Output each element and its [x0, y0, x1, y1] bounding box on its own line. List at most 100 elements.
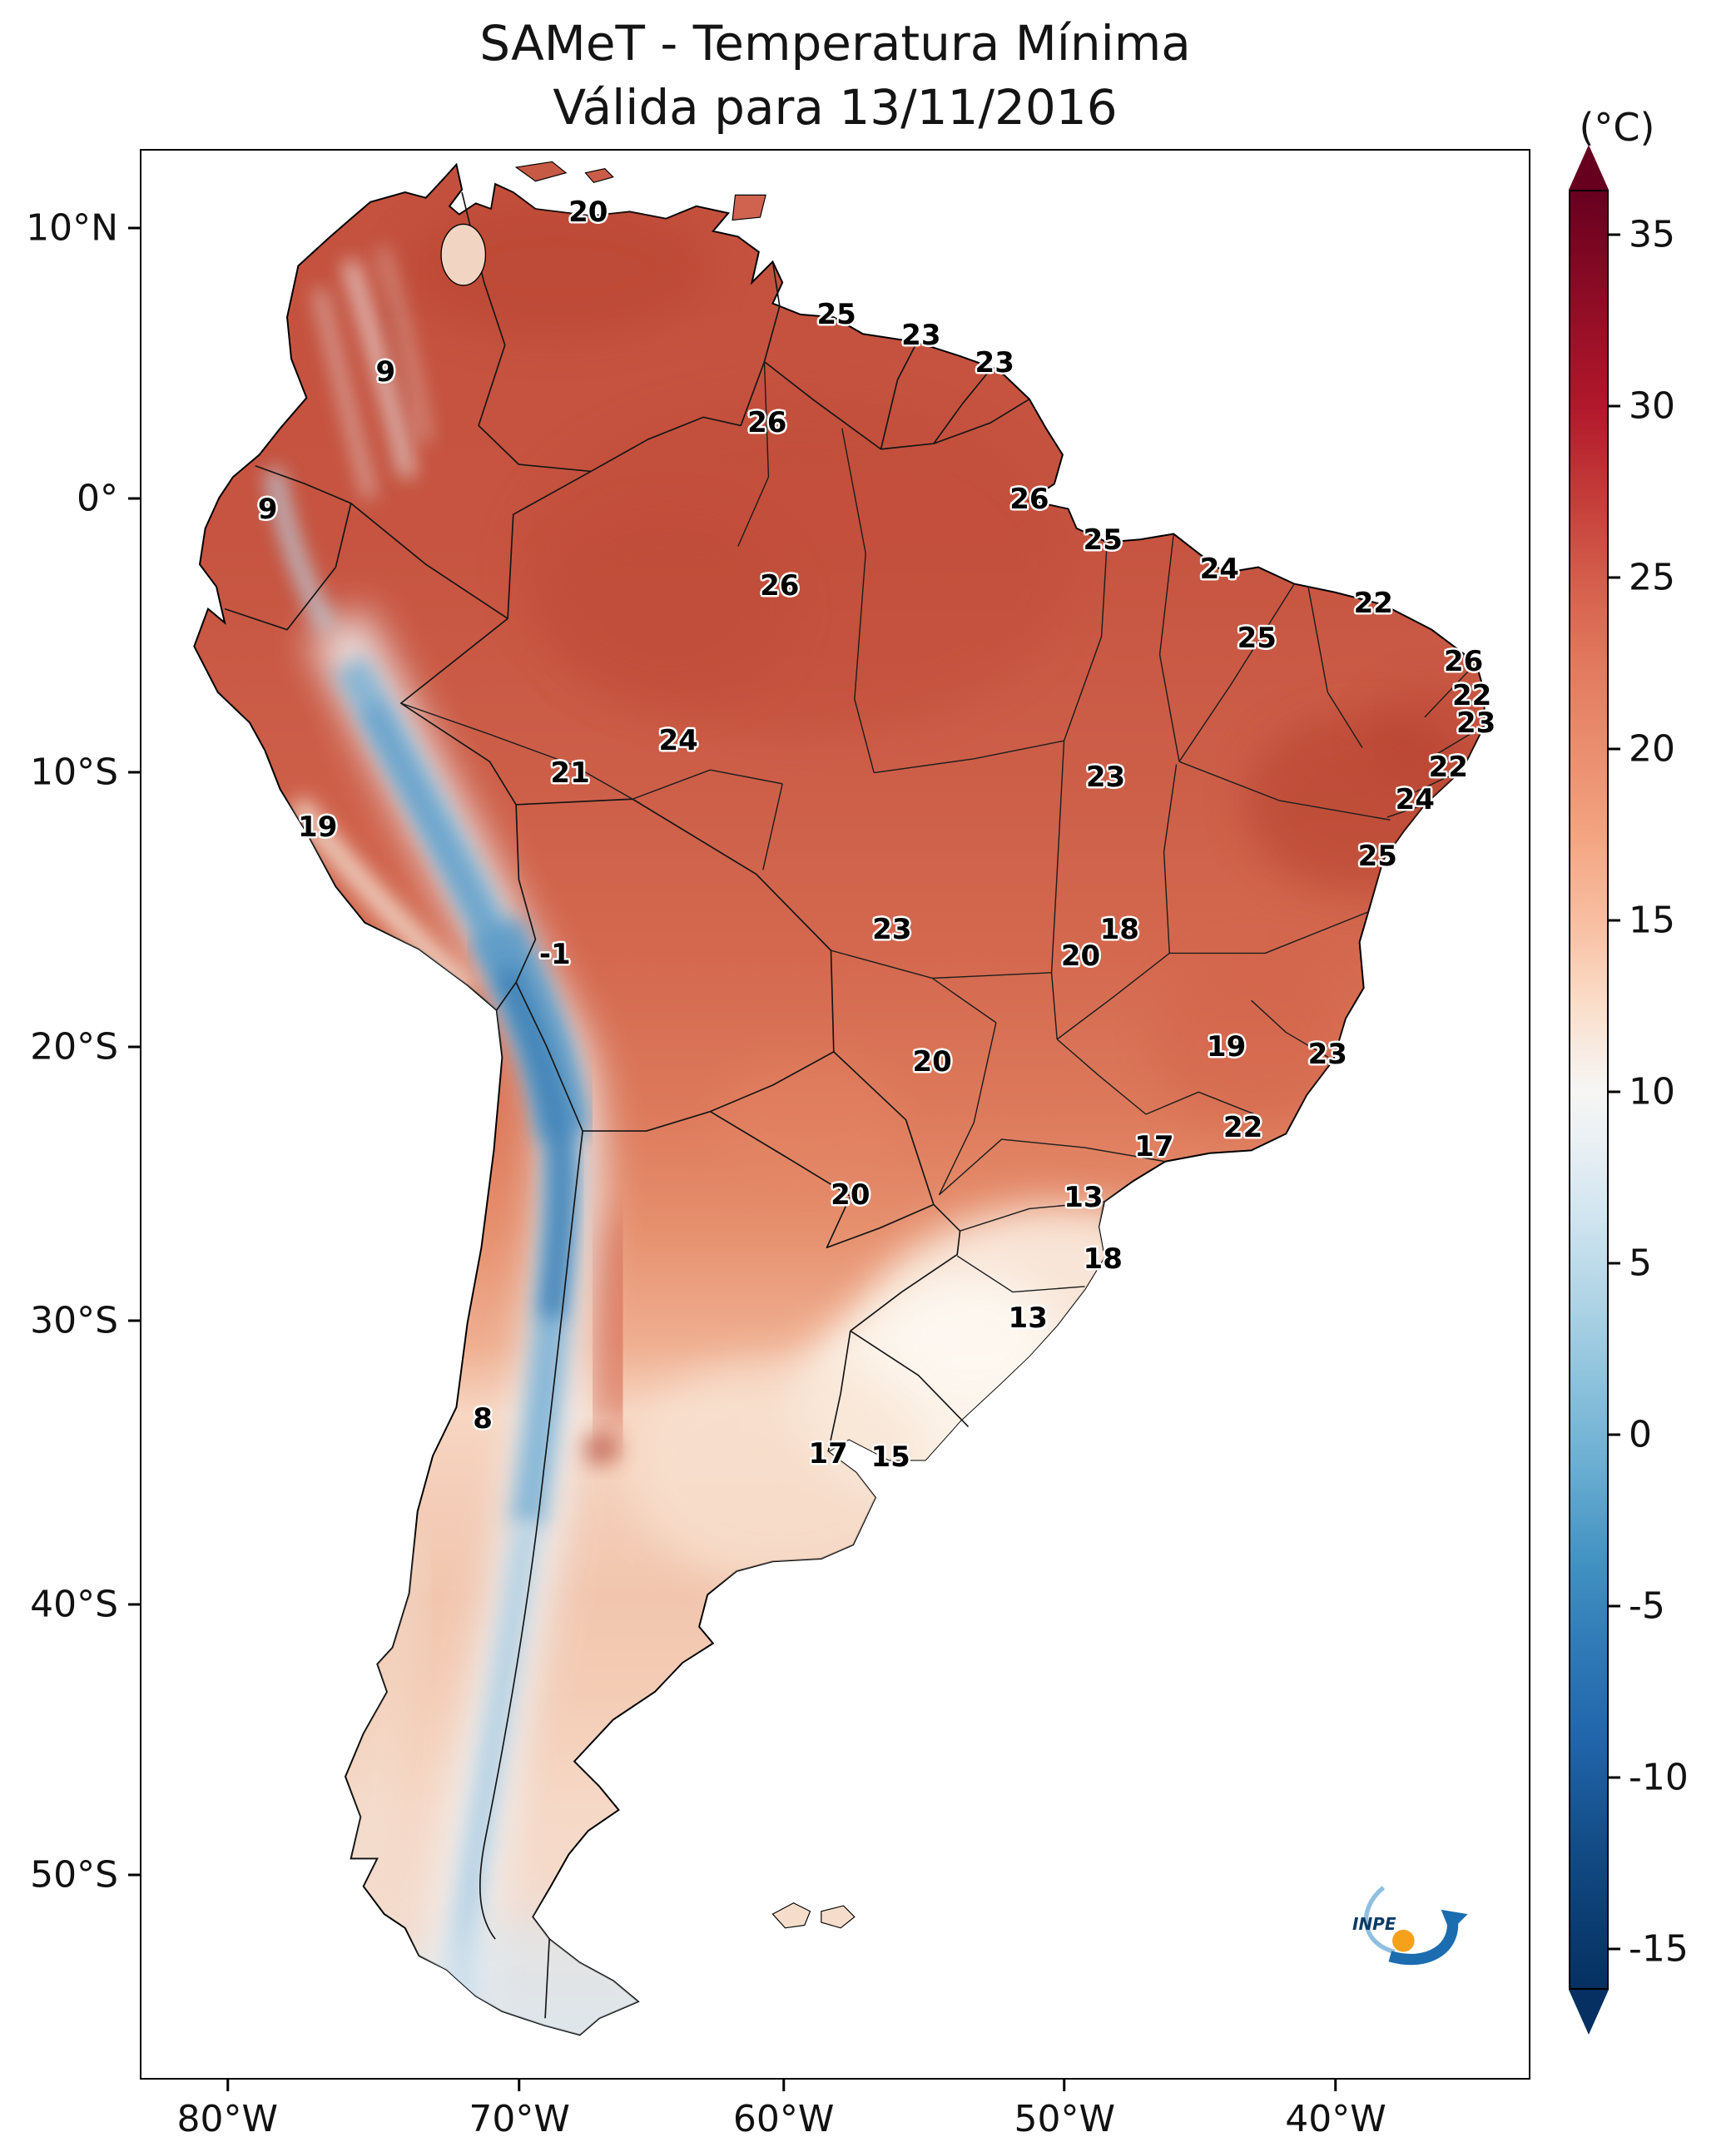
latitude-tick: 10°N [26, 207, 140, 250]
temperature-label: 23 [1085, 760, 1126, 794]
tick-mark [1609, 1776, 1620, 1779]
colorbar [1569, 145, 1609, 2035]
colorbar-tick-label: 5 [1629, 1242, 1652, 1285]
longitude-tick: 50°W [1014, 2080, 1115, 2140]
temperature-label: 22 [1223, 1111, 1263, 1145]
temperature-label: 13 [1064, 1180, 1104, 1214]
colorbar-tick: 5 [1609, 1242, 1652, 1284]
title-line2: Válida para 13/11/2016 [553, 78, 1118, 136]
colorbar-tick-label: -10 [1629, 1756, 1689, 1799]
temperature-label: 22 [1353, 587, 1393, 621]
latitude-tick: 10°S [30, 751, 140, 794]
country-borders [224, 191, 1030, 2019]
tick-mark [128, 771, 140, 774]
longitude-tick: 60°W [732, 2080, 835, 2140]
south-america-temperature-map [193, 161, 1486, 2036]
tick-mark [1609, 1090, 1620, 1093]
longitude-tick-label: 50°W [1014, 2098, 1115, 2140]
temperature-label: 25 [1237, 621, 1277, 655]
tick-mark [1609, 233, 1620, 236]
longitude-tick-label: 60°W [732, 2098, 835, 2140]
tick-mark [128, 1045, 140, 1049]
title-line1: SAMeT - Temperatura Mínima [479, 15, 1191, 72]
longitude-tick: 40°W [1285, 2080, 1386, 2140]
temperature-label: 23 [872, 912, 912, 946]
tick-mark [128, 1319, 140, 1322]
latitude-tick: 40°S [30, 1584, 140, 1626]
colorbar-tick: -10 [1609, 1756, 1689, 1798]
temperature-label: 21 [550, 756, 590, 791]
tick-mark [1334, 2080, 1337, 2091]
colorbar-tick: 20 [1609, 727, 1675, 770]
temperature-label: 9 [257, 492, 278, 526]
colorbar-tick-label: 30 [1629, 384, 1675, 428]
colorbar-tick-label: 0 [1629, 1413, 1652, 1456]
latitude-tick-label: 10°N [26, 206, 118, 250]
tick-mark [128, 226, 140, 230]
longitude-tick: 70°W [469, 2080, 570, 2140]
tick-mark [518, 2080, 521, 2091]
colorbar-tick: 10 [1609, 1070, 1675, 1113]
longitude-tick-label: 70°W [469, 2098, 570, 2140]
tick-mark [1609, 404, 1620, 408]
temperature-label: 18 [1083, 1242, 1123, 1276]
temperature-label: 9 [375, 355, 396, 389]
tick-mark [1609, 919, 1620, 922]
temperature-label: 26 [1443, 644, 1484, 678]
tick-mark [1609, 747, 1620, 751]
tick-mark [226, 2080, 229, 2091]
longitude-tick-label: 40°W [1285, 2098, 1386, 2140]
temperature-label: 24 [1395, 783, 1435, 817]
temperature-label: 19 [298, 810, 338, 844]
colorbar-unit-label: (°C) [1579, 105, 1655, 150]
temperature-labels-layer: 20 25 23 23 9 26 9 26 25 24 26 22 25 26 22 23 24 21 22 24 23… [141, 151, 1529, 2078]
latitude-tick-label: 0° [77, 477, 118, 520]
latitude-tick: 30°S [30, 1300, 140, 1342]
tick-mark [1609, 1947, 1620, 1951]
tick-mark [1609, 1433, 1620, 1436]
logo-text: INPE [1352, 1914, 1396, 1934]
colorbar-tick-label: 20 [1629, 727, 1675, 771]
temperature-label: 20 [568, 196, 608, 230]
temperature-label: 20 [1060, 940, 1101, 974]
latitude-tick: 50°S [30, 1854, 140, 1897]
colorbar-tick: 0 [1609, 1413, 1652, 1455]
colorbar-tick: 30 [1609, 384, 1675, 427]
colorbar-arrow-top [1569, 145, 1609, 190]
temperature-label: -1 [538, 937, 571, 971]
temperature-label: 24 [658, 723, 698, 757]
temperature-label: 20 [831, 1178, 870, 1212]
colorbar-tick: -5 [1609, 1584, 1665, 1627]
temperature-label: 8 [473, 1401, 493, 1435]
inpe-logo-graphic: INPE [1352, 1885, 1468, 1966]
temperature-label: 17 [1134, 1130, 1174, 1164]
temperature-label: 18 [1099, 912, 1139, 946]
latitude-tick-label: 50°S [30, 1853, 118, 1897]
tick-mark [128, 497, 140, 500]
longitude-axis: 80°W 70°W 60°W 50°W 40°W [140, 2080, 1530, 2146]
temperature-label: 22 [1428, 751, 1468, 785]
temperature-label: 26 [747, 405, 787, 439]
temperature-label: 19 [1206, 1029, 1247, 1064]
colorbar-tick-label: -5 [1629, 1584, 1665, 1628]
latitude-tick: 20°S [30, 1025, 140, 1068]
temperature-label: 17 [808, 1436, 848, 1470]
temperature-label: 23 [901, 319, 941, 353]
longitude-tick: 80°W [177, 2080, 278, 2140]
temperature-label: 25 [1083, 523, 1123, 557]
latitude-tick-label: 20°S [30, 1025, 118, 1069]
logo-orange-dot [1391, 1929, 1415, 1952]
colorbar-tick: 15 [1609, 899, 1675, 941]
map-plot-area: 20 25 23 23 9 26 9 26 25 24 26 22 25 26 22 23 24 21 22 24 23… [140, 149, 1530, 2080]
temperature-label: 23 [975, 345, 1014, 379]
colorbar-tick-label: 15 [1629, 899, 1675, 942]
colorbar-gradient [1569, 190, 1609, 1990]
temperature-label: 22 [1451, 679, 1492, 713]
latitude-tick-label: 40°S [30, 1583, 118, 1626]
logo-arrowhead [1441, 1909, 1468, 1932]
colorbar-tick-label: 25 [1629, 556, 1675, 599]
tick-mark [128, 1873, 140, 1877]
tick-mark [1609, 1604, 1620, 1608]
inpe-logo: INPE [1346, 1870, 1479, 1974]
